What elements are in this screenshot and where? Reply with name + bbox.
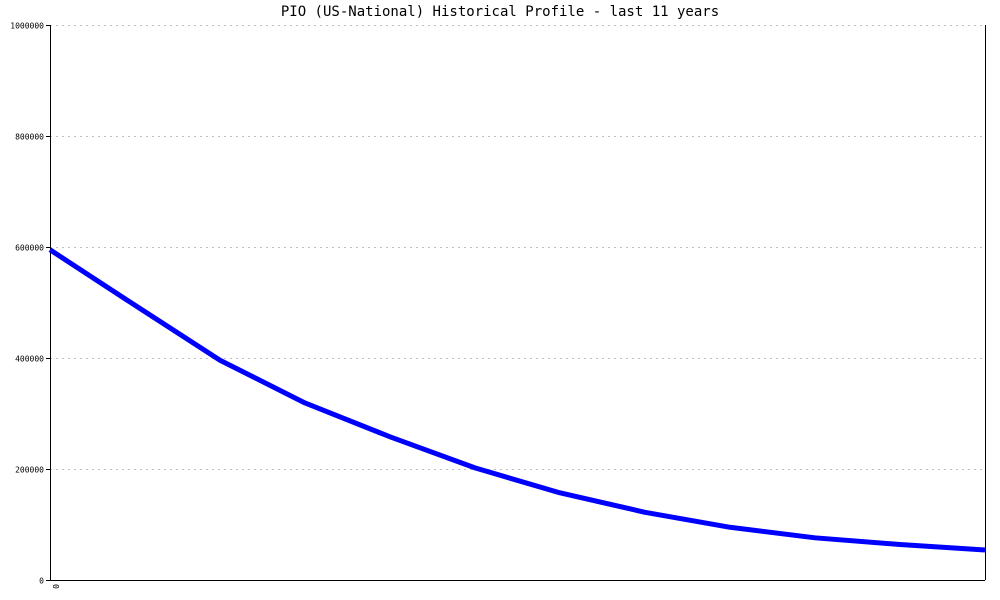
y-tick-label: 800000 xyxy=(15,133,44,142)
x-tick-label: 0 xyxy=(51,584,60,589)
series-line xyxy=(48,247,986,553)
y-tick-label: 400000 xyxy=(15,355,44,364)
y-tick-label: 600000 xyxy=(15,244,44,253)
chart-title: PIO (US-National) Historical Profile - l… xyxy=(280,4,720,20)
y-tick-label: 1000000 xyxy=(10,22,44,31)
y-tick-label: 200000 xyxy=(15,466,44,475)
y-tick-label: 0 xyxy=(39,577,44,586)
